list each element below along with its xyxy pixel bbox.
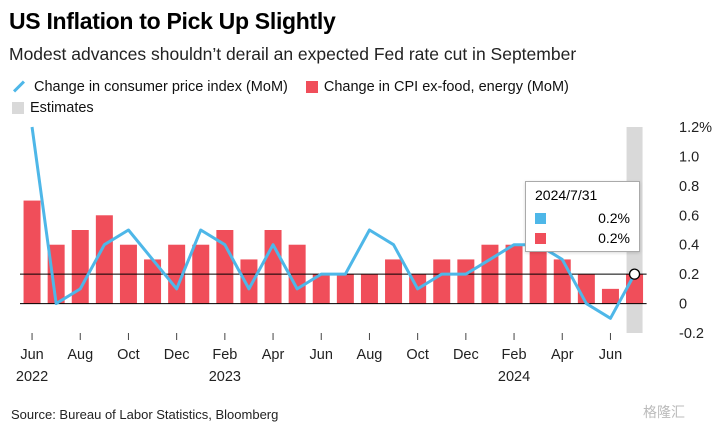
bar bbox=[95, 215, 113, 304]
y-tick-label: 1.0 bbox=[679, 149, 699, 165]
bar bbox=[601, 288, 619, 304]
chart-title: US Inflation to Pick Up Slightly bbox=[9, 8, 336, 34]
tooltip-row-cpi: 0.2% bbox=[535, 208, 630, 228]
bar bbox=[264, 230, 282, 304]
x-tick-label: Jun bbox=[599, 347, 622, 363]
tooltip-bar-swatch-icon bbox=[535, 232, 546, 244]
legend: Change in consumer price index (MoM) Cha… bbox=[12, 76, 587, 118]
y-tick-label: 0.4 bbox=[679, 238, 699, 254]
estimate-swatch-icon bbox=[12, 101, 24, 114]
bar bbox=[216, 230, 234, 304]
bar bbox=[144, 259, 162, 304]
y-tick-label: -0.2 bbox=[679, 326, 704, 342]
watermark-logo: 格隆汇 bbox=[643, 404, 685, 420]
bar bbox=[433, 259, 451, 304]
x-year-label: 2024 bbox=[498, 369, 530, 385]
bar bbox=[577, 274, 595, 304]
legend-item-core-cpi: Change in CPI ex-food, energy (MoM) bbox=[305, 78, 569, 95]
x-year-label: 2022 bbox=[16, 369, 48, 385]
legend-item-cpi: Change in consumer price index (MoM) bbox=[12, 79, 288, 95]
source-note: Source: Bureau of Labor Statistics, Bloo… bbox=[11, 407, 279, 422]
bar bbox=[360, 274, 378, 304]
tooltip-core-value: 0.2% bbox=[598, 230, 630, 246]
x-tick-label: Oct bbox=[406, 347, 429, 363]
legend-item-estimates: Estimates bbox=[12, 100, 94, 116]
x-year-label: 2023 bbox=[209, 369, 241, 385]
bar bbox=[553, 259, 571, 304]
x-tick-label: Aug bbox=[67, 347, 93, 363]
x-tick-label: Dec bbox=[453, 347, 479, 363]
highlight-marker bbox=[628, 268, 641, 280]
x-tick-label: Feb bbox=[502, 347, 527, 363]
x-tick-label: Jun bbox=[310, 347, 333, 363]
x-tick-label: Aug bbox=[357, 347, 383, 363]
tooltip-date: 2024/7/31 bbox=[535, 187, 598, 203]
legend-label-cpi: Change in consumer price index (MoM) bbox=[34, 78, 288, 95]
y-tick-label: 0 bbox=[679, 297, 687, 313]
x-tick-label: Apr bbox=[551, 347, 574, 363]
x-tick-label: Apr bbox=[262, 347, 285, 363]
x-tick-label: Feb bbox=[212, 347, 237, 363]
bar bbox=[312, 274, 330, 304]
tooltip-line-swatch-icon bbox=[535, 212, 546, 224]
y-tick-label: 1.2% bbox=[679, 120, 712, 136]
legend-label-core-cpi: Change in CPI ex-food, energy (MoM) bbox=[323, 78, 569, 95]
chart-subtitle: Modest advances shouldn’t derail an expe… bbox=[9, 44, 577, 64]
bar bbox=[385, 259, 403, 304]
tooltip-row-core: 0.2% bbox=[535, 228, 630, 248]
tooltip-cpi-value: 0.2% bbox=[598, 210, 630, 226]
bar bbox=[457, 259, 475, 304]
bar bbox=[71, 230, 89, 304]
x-tick-label: Jun bbox=[20, 347, 43, 363]
legend-label-estimates: Estimates bbox=[30, 99, 94, 116]
bar bbox=[336, 274, 354, 304]
y-tick-label: 0.8 bbox=[679, 179, 699, 195]
data-tooltip: 2024/7/31 0.2% 0.2% bbox=[525, 181, 640, 252]
bar bbox=[23, 200, 41, 304]
y-tick-label: 0.6 bbox=[679, 208, 699, 224]
x-tick-label: Oct bbox=[117, 347, 140, 363]
x-tick-label: Dec bbox=[164, 347, 190, 363]
bar bbox=[240, 259, 258, 304]
y-tick-label: 0.2 bbox=[679, 267, 699, 283]
bar-swatch-icon bbox=[305, 80, 318, 93]
